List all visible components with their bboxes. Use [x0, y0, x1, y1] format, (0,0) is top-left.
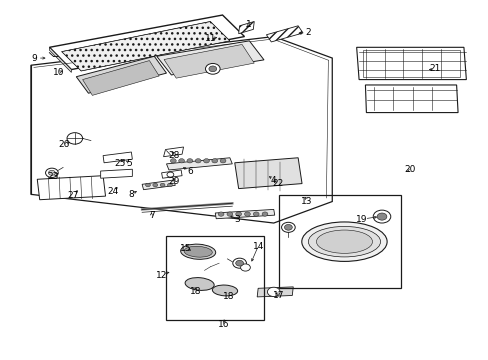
- Circle shape: [235, 212, 241, 216]
- Circle shape: [153, 183, 158, 187]
- Text: 16: 16: [218, 320, 229, 329]
- Text: 29: 29: [168, 177, 179, 186]
- Polygon shape: [157, 41, 264, 75]
- Text: 13: 13: [301, 197, 312, 206]
- Circle shape: [186, 159, 192, 163]
- Polygon shape: [61, 22, 229, 71]
- Bar: [278, 195, 400, 288]
- Text: 18: 18: [190, 287, 201, 296]
- Text: 27: 27: [67, 190, 79, 199]
- Text: 19: 19: [355, 215, 366, 224]
- Circle shape: [203, 159, 209, 163]
- Text: 9: 9: [31, 54, 37, 63]
- Text: 6: 6: [186, 167, 192, 176]
- Circle shape: [220, 159, 225, 163]
- Circle shape: [372, 210, 390, 223]
- Text: 23: 23: [47, 172, 59, 181]
- Polygon shape: [37, 176, 105, 200]
- Bar: [166, 235, 264, 320]
- Circle shape: [211, 159, 217, 163]
- Circle shape: [67, 133, 82, 144]
- Text: 8: 8: [128, 190, 134, 199]
- Circle shape: [45, 168, 58, 177]
- Circle shape: [48, 170, 55, 175]
- Text: 28: 28: [168, 151, 179, 160]
- Ellipse shape: [301, 222, 386, 261]
- Text: 21: 21: [428, 64, 440, 73]
- Ellipse shape: [316, 230, 372, 253]
- Circle shape: [166, 172, 173, 177]
- Polygon shape: [166, 158, 232, 170]
- Polygon shape: [163, 44, 254, 78]
- Circle shape: [208, 66, 216, 72]
- Circle shape: [195, 159, 201, 163]
- Circle shape: [178, 159, 184, 163]
- Polygon shape: [161, 170, 182, 178]
- Text: 10: 10: [52, 68, 64, 77]
- Text: 14: 14: [253, 242, 264, 251]
- Circle shape: [281, 222, 295, 232]
- Polygon shape: [365, 85, 457, 113]
- Polygon shape: [103, 152, 132, 163]
- Text: 4: 4: [270, 176, 276, 185]
- Text: 7: 7: [149, 211, 154, 220]
- Circle shape: [205, 63, 220, 74]
- Circle shape: [218, 212, 224, 216]
- Ellipse shape: [308, 226, 380, 257]
- Polygon shape: [163, 147, 183, 157]
- Circle shape: [226, 212, 232, 216]
- Text: 15: 15: [180, 244, 191, 253]
- Circle shape: [262, 212, 267, 216]
- Polygon shape: [142, 180, 175, 190]
- Ellipse shape: [180, 244, 215, 259]
- Ellipse shape: [212, 285, 237, 296]
- Circle shape: [170, 159, 176, 163]
- Polygon shape: [76, 56, 166, 93]
- Polygon shape: [49, 47, 71, 72]
- Polygon shape: [82, 60, 159, 95]
- Circle shape: [240, 264, 250, 271]
- Polygon shape: [238, 22, 254, 34]
- Text: 12: 12: [156, 270, 167, 279]
- Polygon shape: [257, 287, 293, 297]
- Text: 20: 20: [404, 165, 415, 174]
- Text: 2: 2: [305, 28, 310, 37]
- Circle shape: [267, 287, 280, 297]
- Ellipse shape: [183, 246, 212, 257]
- Circle shape: [244, 212, 250, 216]
- Polygon shape: [31, 37, 331, 223]
- Polygon shape: [266, 26, 303, 42]
- Circle shape: [167, 183, 172, 187]
- Circle shape: [235, 260, 243, 266]
- Circle shape: [284, 225, 292, 230]
- Circle shape: [253, 212, 259, 216]
- Text: 26: 26: [58, 140, 70, 149]
- Polygon shape: [215, 210, 274, 219]
- Ellipse shape: [185, 278, 214, 291]
- Text: 17: 17: [272, 291, 284, 300]
- Text: 3: 3: [234, 215, 240, 224]
- Circle shape: [376, 213, 386, 220]
- Circle shape: [232, 258, 246, 268]
- Text: 11: 11: [204, 34, 216, 43]
- Text: 25: 25: [114, 159, 125, 168]
- Text: 22: 22: [271, 179, 283, 188]
- Circle shape: [160, 183, 164, 187]
- Text: 24: 24: [107, 187, 118, 196]
- Circle shape: [145, 183, 150, 187]
- Polygon shape: [234, 158, 302, 189]
- Text: 1: 1: [245, 19, 251, 28]
- Text: 5: 5: [126, 159, 132, 168]
- Polygon shape: [49, 15, 244, 69]
- Polygon shape: [101, 169, 132, 178]
- Polygon shape: [356, 47, 466, 80]
- Text: 18: 18: [223, 292, 234, 301]
